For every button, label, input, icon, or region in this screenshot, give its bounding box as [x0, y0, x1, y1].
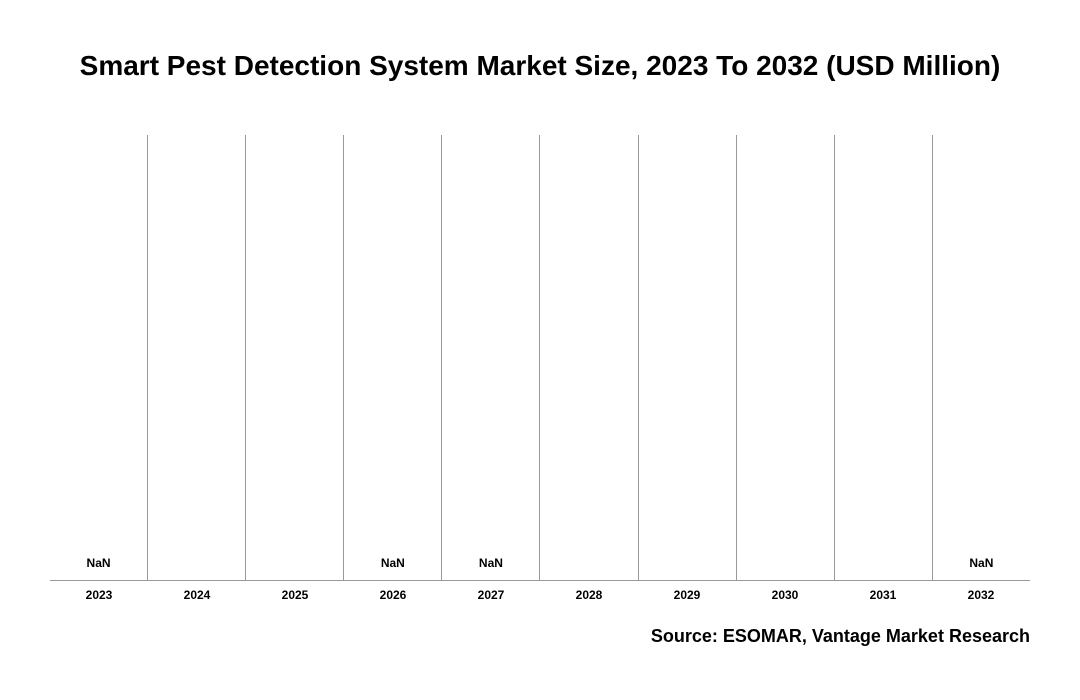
- x-axis-line: [50, 580, 1030, 581]
- bar-column: [736, 135, 834, 580]
- x-tick-label: 2032: [932, 588, 1030, 602]
- value-label: NaN: [442, 556, 539, 570]
- x-axis-labels: 2023 2024 2025 2026 2027 2028 2029 2030 …: [50, 588, 1030, 602]
- chart-title: Smart Pest Detection System Market Size,…: [50, 50, 1030, 82]
- x-tick-label: 2025: [246, 588, 344, 602]
- x-tick-label: 2026: [344, 588, 442, 602]
- bar-column: [834, 135, 932, 580]
- bar-column: NaN: [441, 135, 539, 580]
- value-label: NaN: [933, 556, 1030, 570]
- x-tick-label: 2031: [834, 588, 932, 602]
- bar-column: [147, 135, 245, 580]
- bar-column: NaN: [50, 135, 147, 580]
- value-label: NaN: [344, 556, 441, 570]
- x-tick-label: 2027: [442, 588, 540, 602]
- x-tick-label: 2030: [736, 588, 834, 602]
- bar-column: [539, 135, 637, 580]
- bar-column: [245, 135, 343, 580]
- x-tick-label: 2024: [148, 588, 246, 602]
- value-label: NaN: [50, 556, 147, 570]
- bar-column: [638, 135, 736, 580]
- x-tick-label: 2029: [638, 588, 736, 602]
- source-attribution: Source: ESOMAR, Vantage Market Research: [651, 626, 1030, 647]
- bar-column: NaN: [932, 135, 1030, 580]
- x-tick-label: 2028: [540, 588, 638, 602]
- bar-column: NaN: [343, 135, 441, 580]
- plot-area: NaN NaN NaN NaN: [50, 135, 1030, 580]
- x-tick-label: 2023: [50, 588, 148, 602]
